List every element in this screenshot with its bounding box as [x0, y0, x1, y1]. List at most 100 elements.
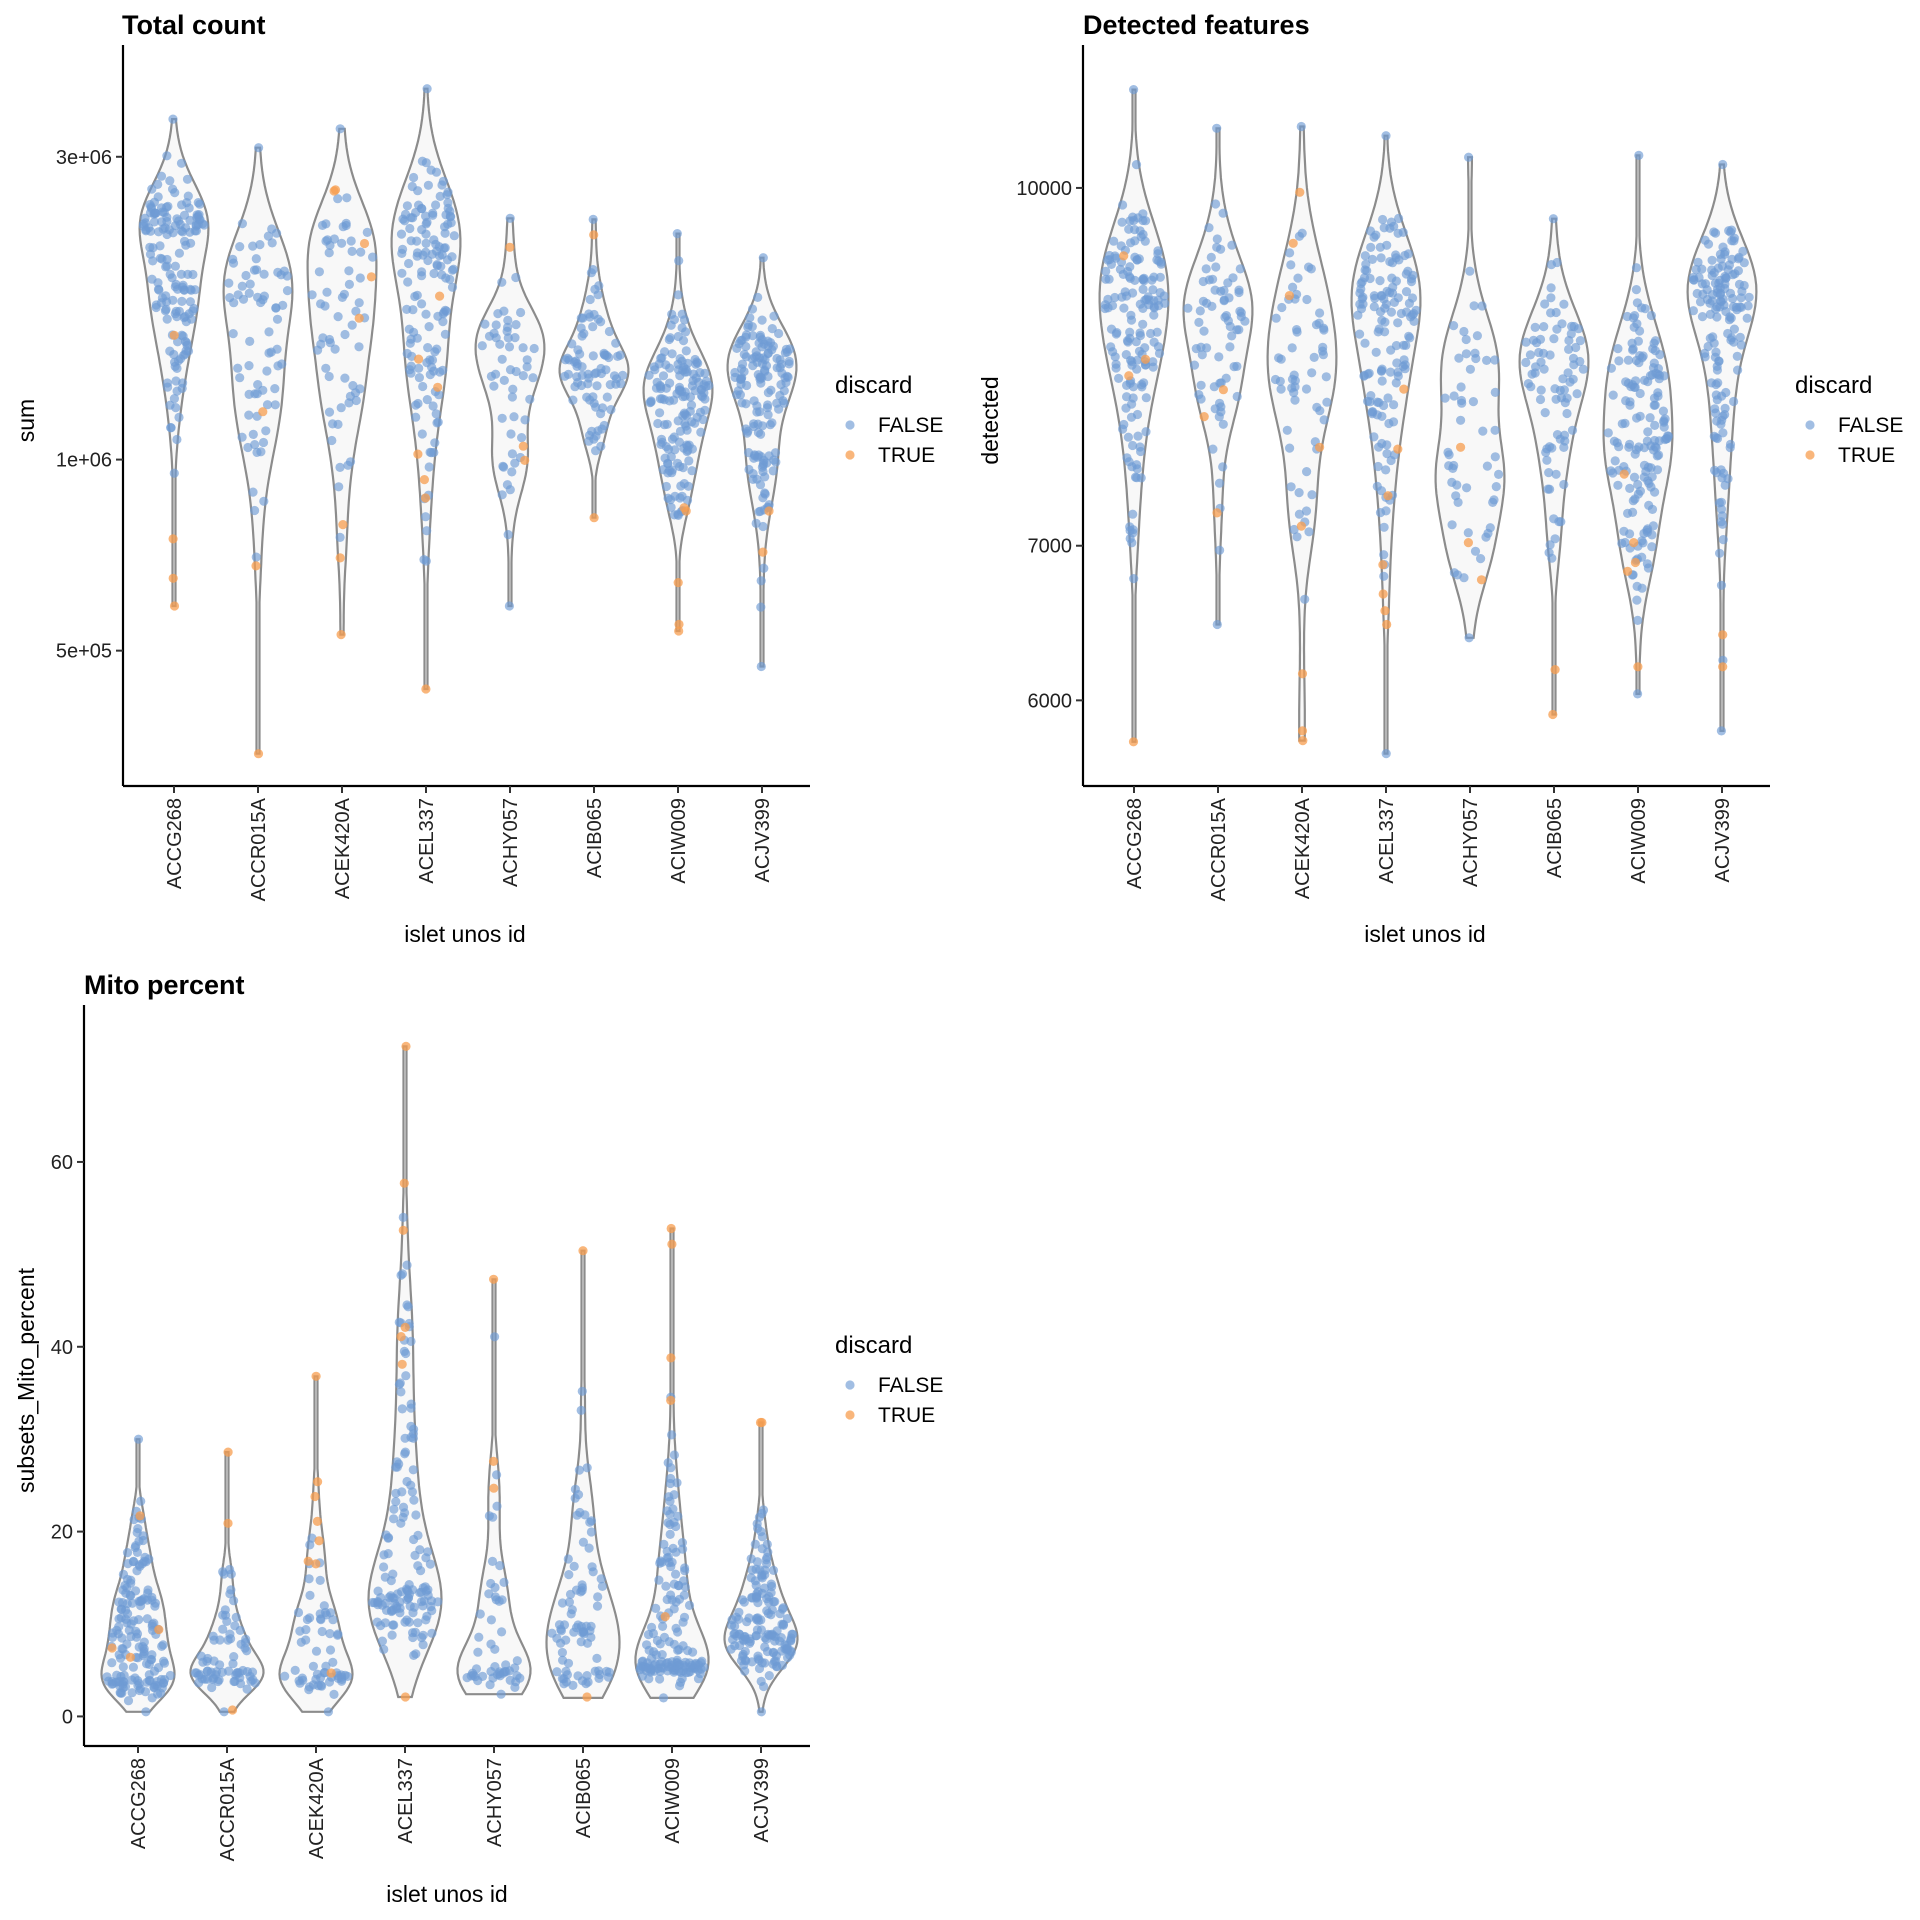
data-point-discard-false [495, 1671, 505, 1681]
data-point-discard-false [272, 344, 282, 354]
data-point-discard-false [669, 1450, 680, 1460]
data-point-discard-false [1201, 264, 1211, 274]
data-point-discard-false [489, 381, 499, 391]
data-point-discard-false [248, 1675, 258, 1685]
data-point-discard-false [1376, 486, 1387, 496]
data-point-discard-false [1470, 546, 1481, 556]
data-point-discard-false [649, 1666, 659, 1676]
data-point-discard-false [1478, 426, 1488, 436]
data-point-discard-false [1721, 273, 1731, 283]
data-point-discard-false [1725, 439, 1736, 449]
data-point-discard-false [657, 394, 667, 404]
data-point-discard-false [397, 1487, 407, 1497]
data-point-discard-false [681, 346, 691, 356]
data-point-discard-false [1124, 224, 1134, 234]
data-point-discard-false [1365, 226, 1376, 236]
data-point-discard-false [389, 1504, 399, 1514]
data-point-discard-false [159, 1658, 170, 1668]
data-point-discard-false [344, 279, 354, 289]
data-point-discard-false [319, 1601, 329, 1611]
data-point-discard-false [522, 355, 532, 365]
data-point-discard-false [1146, 328, 1156, 339]
data-point-discard-false [1635, 388, 1645, 399]
data-point-discard-false [123, 1696, 134, 1706]
data-point-discard-false [480, 319, 490, 329]
data-point-discard-false [745, 313, 755, 323]
data-point-discard-false [1653, 369, 1663, 379]
data-point-discard-false [389, 1514, 399, 1524]
data-point-discard-false [1292, 289, 1302, 299]
data-point-discard-true [1378, 560, 1388, 570]
data-point-discard-false [1613, 480, 1623, 490]
data-point-discard-true [398, 1225, 408, 1235]
data-point-discard-true [1378, 589, 1388, 599]
data-point-discard-false [1109, 236, 1119, 246]
data-point-discard-false [671, 1569, 681, 1579]
data-point-discard-false [486, 1578, 496, 1589]
data-point-discard-true [421, 684, 431, 694]
data-point-discard-false [1294, 488, 1304, 498]
data-point-discard-false [1725, 288, 1736, 298]
data-point-discard-false [683, 358, 693, 368]
data-point-discard-false [497, 277, 507, 287]
x-tick-label: ACCR015A [217, 1757, 239, 1861]
legend: discard FALSE TRUE [1795, 372, 1903, 467]
data-point-discard-false [1650, 420, 1660, 430]
data-point-discard-false [1377, 376, 1387, 386]
data-point-discard-false [305, 1613, 315, 1623]
data-point-discard-false [114, 1622, 124, 1632]
data-point-discard-false [1277, 302, 1287, 313]
legend-key-true [1805, 450, 1815, 460]
data-point-discard-false [418, 1640, 428, 1650]
data-point-discard-false [381, 1598, 391, 1608]
data-point-discard-false [658, 371, 669, 381]
data-point-discard-false [1379, 571, 1389, 581]
data-point-discard-false [421, 1553, 431, 1563]
data-point-discard-false [139, 1646, 149, 1657]
data-point-discard-false [272, 314, 283, 324]
data-point-discard-false [401, 1348, 411, 1359]
data-point-discard-false [1275, 376, 1285, 386]
legend-label: TRUE [1838, 444, 1895, 467]
data-point-discard-true [135, 1511, 145, 1521]
x-tick-label: ACIB065 [1544, 798, 1566, 878]
data-point-discard-false [1376, 366, 1387, 376]
data-point-discard-false [1724, 315, 1735, 325]
data-point-discard-false [406, 368, 416, 378]
data-point-discard-false [425, 355, 435, 365]
data-point-discard-false [146, 226, 156, 236]
data-point-discard-false [264, 348, 274, 358]
data-point-discard-false [169, 468, 179, 478]
data-point-discard-false [507, 467, 517, 477]
data-point-discard-false [509, 412, 519, 422]
data-point-discard-false [387, 1630, 397, 1640]
data-point-discard-false [655, 1558, 665, 1568]
data-point-discard-false [756, 1625, 767, 1635]
data-point-discard-false [1387, 273, 1397, 283]
data-point-discard-false [1196, 380, 1206, 390]
data-point-discard-false [1693, 257, 1703, 267]
data-point-discard-false [400, 209, 411, 219]
data-point-discard-false [354, 298, 364, 308]
data-point-discard-false [747, 304, 758, 314]
data-point-discard-false [1391, 250, 1401, 260]
data-point-discard-false [667, 1430, 677, 1440]
data-point-discard-false [250, 389, 260, 399]
data-point-discard-false [1631, 285, 1641, 295]
data-point-discard-false [342, 193, 352, 203]
data-point-discard-false [406, 1336, 416, 1346]
data-point-discard-false [307, 1533, 317, 1543]
data-point-discard-true [107, 1643, 117, 1653]
data-point-discard-false [657, 353, 667, 363]
data-point-discard-false [755, 332, 765, 342]
data-point-discard-false [1632, 298, 1642, 308]
data-point-discard-false [1721, 387, 1731, 398]
data-point-discard-false [1294, 509, 1304, 519]
data-point-discard-false [1448, 463, 1458, 473]
data-point-discard-false [408, 1632, 418, 1643]
data-point-discard-false [754, 507, 764, 517]
data-point-discard-true [1718, 630, 1728, 640]
data-point-discard-false [318, 333, 328, 343]
data-point-discard-false [1558, 374, 1568, 384]
data-point-discard-false [573, 1490, 584, 1500]
